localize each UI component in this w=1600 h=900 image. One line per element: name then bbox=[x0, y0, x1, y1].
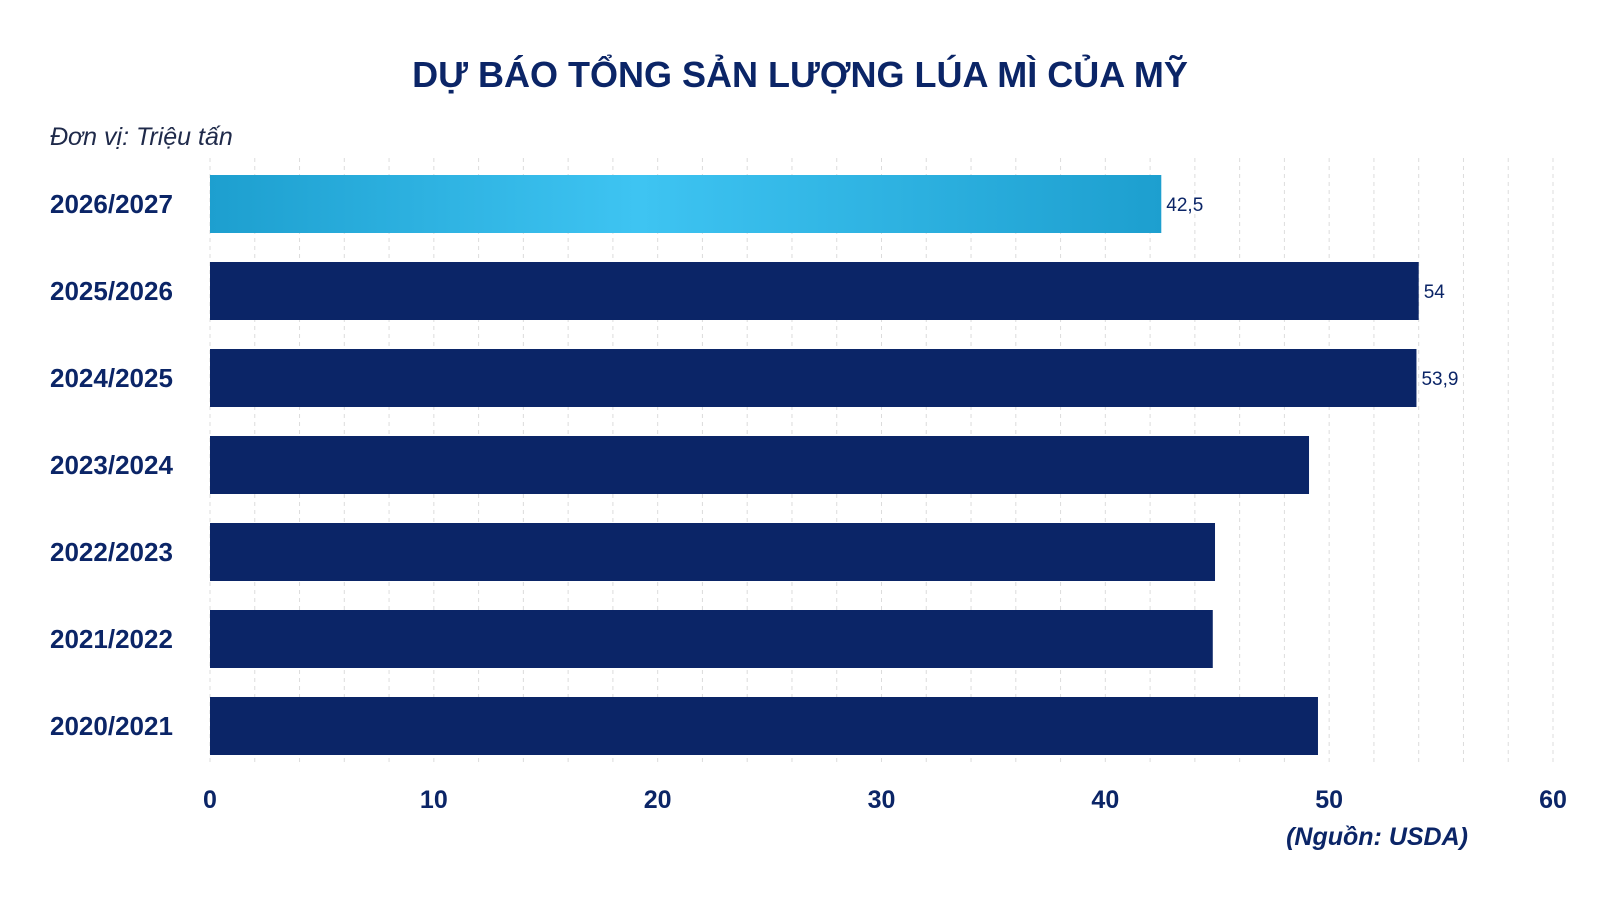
bar bbox=[210, 175, 1162, 233]
bar bbox=[210, 262, 1419, 320]
x-tick-label: 20 bbox=[644, 786, 672, 814]
x-tick-label: 40 bbox=[1091, 786, 1119, 814]
x-tick-label: 0 bbox=[203, 786, 217, 814]
category-label: 2021/2022 bbox=[50, 624, 173, 654]
unit-note: Đơn vị: Triệu tấn bbox=[50, 123, 233, 151]
category-label: 2025/2026 bbox=[50, 276, 173, 306]
category-label: 2024/2025 bbox=[50, 363, 173, 393]
x-axis-ticks: 0 10 20 30 40 50 60 bbox=[203, 786, 1567, 814]
category-label: 2023/2024 bbox=[50, 450, 173, 480]
x-tick-label: 50 bbox=[1315, 786, 1343, 814]
data-label: 42,5 bbox=[1166, 195, 1203, 216]
bar bbox=[210, 523, 1216, 581]
bars: 42,5 54 53,9 bbox=[210, 175, 1458, 755]
bar bbox=[210, 610, 1213, 668]
data-label: 53,9 bbox=[1421, 369, 1458, 390]
data-label: 54 bbox=[1424, 282, 1446, 303]
category-labels: 2026/2027 2025/2026 2024/2025 2023/2024 2022… bbox=[50, 189, 173, 741]
category-label: 2022/2023 bbox=[50, 537, 173, 567]
category-label: 2020/2021 bbox=[50, 711, 173, 741]
x-tick-label: 60 bbox=[1539, 786, 1567, 814]
x-tick-label: 10 bbox=[420, 786, 448, 814]
source-note: (Nguồn: USDA) bbox=[1286, 823, 1468, 851]
chart-title: DỰ BÁO TỔNG SẢN LƯỢNG LÚA MÌ CỦA MỸ bbox=[412, 52, 1188, 95]
category-label: 2026/2027 bbox=[50, 189, 173, 219]
x-tick-label: 30 bbox=[868, 786, 896, 814]
bar bbox=[210, 697, 1318, 755]
bar bbox=[210, 349, 1417, 407]
bar bbox=[210, 436, 1310, 494]
